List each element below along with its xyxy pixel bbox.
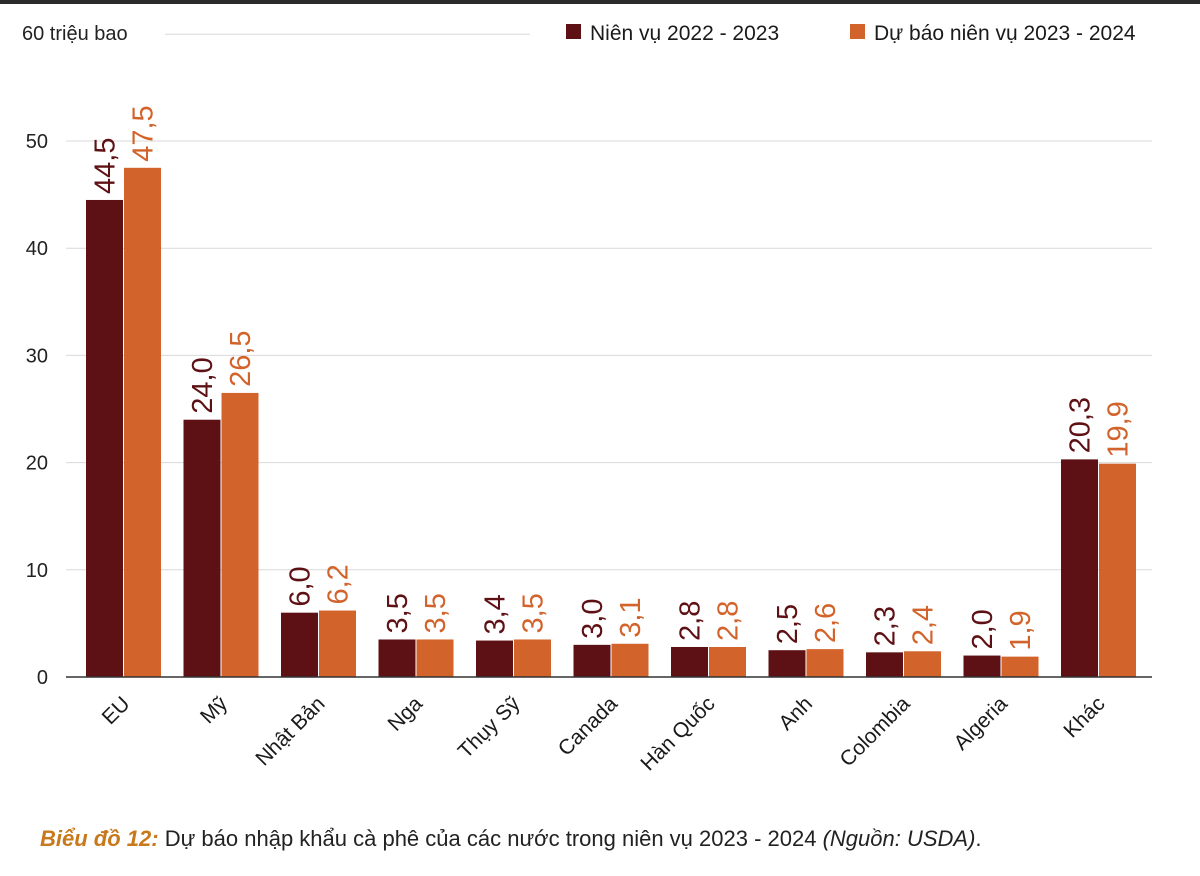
bar-series1 [86,199,123,677]
bar-series1 [671,646,708,677]
value-label: 1,9 [1005,610,1037,650]
y-tick-label: 40 [26,238,48,260]
bar-series2 [221,392,259,677]
value-label: 47,5 [128,105,160,161]
bar-series2 [611,643,649,677]
value-label: 2,5 [772,604,804,644]
value-label: 3,4 [480,594,512,634]
bar-series2 [1099,463,1136,677]
caption-end: . [975,826,982,851]
legend-label: Dự báo niên vụ 2023 - 2024 [874,22,1136,45]
bar-series1 [1061,459,1098,677]
bars [86,167,1136,678]
y-tick-label: 50 [26,131,48,153]
caption-source: (Nguồn: USDA) [822,826,976,851]
bar-series2 [319,610,356,677]
bar-series1 [573,644,611,677]
value-label: 6,0 [285,566,317,606]
y-unit-label: 60 triệu bao [22,23,128,45]
legend-swatch [850,24,865,39]
bar-series2 [904,651,941,677]
bar-series2 [124,167,161,678]
value-label: 3,5 [420,593,452,633]
value-label: 3,0 [577,599,609,639]
x-tick-label: Mỹ [196,692,232,728]
x-tick-label: EU [98,692,135,729]
value-label: 2,0 [967,609,999,649]
top-border [0,0,1200,4]
bar-chart: 0 10 20 30 40 50 60 triệu bao Niên vụ 2022 - … [22,22,1152,775]
bar-series1 [963,655,1001,677]
value-label: 26,5 [225,330,257,386]
value-label: 3,1 [615,597,647,637]
value-label: 6,2 [323,564,355,604]
bar-series1 [378,639,416,677]
value-label: 2,3 [870,606,902,646]
value-label: 2,8 [713,601,745,641]
x-tick-label: Nga [384,692,428,736]
bar-series1 [866,652,903,677]
value-label: 2,6 [810,603,842,643]
value-label: 24,0 [187,357,219,413]
bar-series2 [709,646,746,677]
x-tick-label: Nhật Bản [251,692,329,770]
bar-series1 [183,419,221,677]
x-tick-label: Thụy Sỹ [454,692,525,763]
value-label: 3,5 [382,593,414,633]
x-tick-label: Khác [1059,692,1109,742]
bar-series2 [416,639,454,677]
bar-series2 [1001,656,1039,677]
y-tick-label: 0 [37,667,48,689]
caption-label: Biểu đồ 12: [40,826,159,851]
x-tick-label: Colombia [836,692,915,771]
x-tick-label: Anh [774,692,817,735]
legend-label: Niên vụ 2022 - 2023 [590,22,779,45]
value-label: 20,3 [1065,397,1097,453]
legend-swatch [566,24,581,39]
value-label: 2,4 [908,605,940,645]
x-axis: EU Mỹ Nhật Bản Nga Thụy Sỹ Canada Hàn Quốc Anh C… [66,676,1152,775]
x-tick-label: Algeria [950,692,1013,755]
bar-series2 [514,639,551,677]
value-labels: 44,547,524,0 26,56,0 6,23,5 3,5 3,4 3,5 3,0 3,1… [90,105,1135,650]
value-label: 44,5 [90,138,122,194]
y-axis: 0 10 20 30 40 50 [26,131,48,689]
value-label: 19,9 [1103,401,1135,457]
bar-series2 [806,649,844,677]
y-tick-label: 30 [26,345,48,367]
bar-series1 [768,650,806,677]
y-tick-label: 10 [26,560,48,582]
value-label: 3,5 [518,593,550,633]
caption-text: Dự báo nhập khẩu cà phê của các nước tro… [158,826,823,851]
x-tick-label: Canada [554,692,623,761]
chart-caption: Biểu đồ 12: Dự báo nhập khẩu cà phê của … [40,826,982,852]
x-tick-label: Hàn Quốc [636,692,719,775]
gridlines [66,33,1152,571]
legend: Niên vụ 2022 - 2023 Dự báo niên vụ 2023 -… [566,22,1136,45]
bar-series1 [476,640,513,677]
bar-series1 [281,612,318,677]
value-label: 2,8 [675,601,707,641]
y-tick-label: 20 [26,453,48,475]
